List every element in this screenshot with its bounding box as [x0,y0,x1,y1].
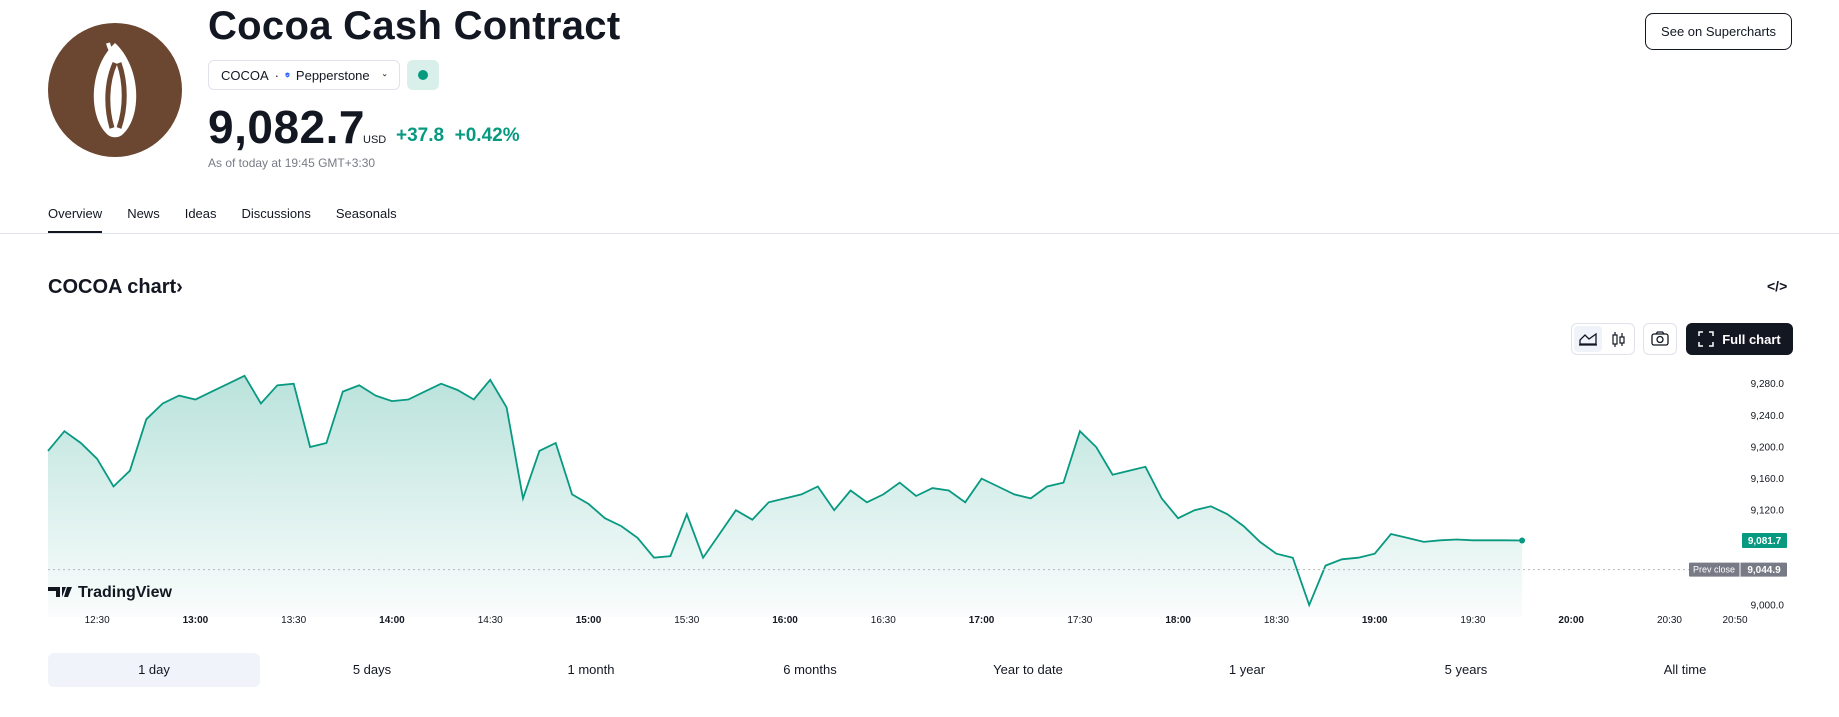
as-of-timestamp: As of today at 19:45 GMT+3:30 [208,156,376,170]
cocoa-logo-icon [48,23,182,157]
tradingview-watermark-text: TradingView [78,584,173,601]
currency-label: USD [363,134,387,146]
prev-close-value-text: 9,044.9 [1747,565,1781,576]
last-price-label-text: 9,081.7 [1748,536,1782,547]
tradingview-logo-icon [48,587,72,597]
full-chart-label: Full chart [1722,331,1781,347]
x-tick-label: 20:50 [1722,615,1747,626]
chart-style-toggle [1571,323,1635,355]
tab-news[interactable]: News [127,206,160,221]
fullscreen-icon [1698,331,1714,347]
last-price-dot [1519,537,1526,544]
embed-code-icon[interactable]: </> [1767,278,1788,294]
x-tick-label: 17:00 [969,615,995,626]
separator: · [274,67,280,83]
area-chart-button[interactable] [1574,326,1602,352]
tradingview-watermark: TradingView [48,584,173,601]
page-title: Cocoa Cash Contract [208,4,621,48]
chevron-down-icon [382,74,387,77]
full-chart-button[interactable]: Full chart [1686,323,1793,355]
shield-icon [285,72,290,78]
last-price-label [1742,533,1787,549]
prev-close-label [1689,562,1787,577]
chart-title-link[interactable]: COCOA chart› [48,276,183,299]
see-on-supercharts-button[interactable]: See on Supercharts [1645,13,1792,50]
area-chart-icon [1579,332,1597,346]
x-tick-label: 16:00 [772,615,798,626]
y-tick-label: 9,280.0 [1751,379,1785,390]
range-year-to-date[interactable]: Year to date [993,662,1063,677]
x-tick-label: 13:30 [281,615,306,626]
y-tick-label: 9,120.0 [1751,506,1785,517]
tab-bar: Overview News Ideas Discussions Seasonal… [48,206,397,233]
market-status-badge[interactable] [407,60,439,90]
prev-close-label-text: Prev close [1693,565,1735,575]
market-open-dot-icon [418,70,428,80]
y-tick-label: 9,000.0 [1751,601,1785,612]
x-tick-label: 14:00 [379,615,405,626]
price-chart[interactable]: 9,280.0 9,240.0 9,200.0 9,160.0 9,120.0 9,000… [0,360,1839,640]
chevron-right-icon: › [176,276,183,298]
chart-title: COCOA chart [48,276,177,298]
time-range-selector: 1 day 5 days 1 month 6 months Year to da… [48,653,1748,687]
change-value: +37.8 [396,125,445,146]
x-tick-label: 15:30 [674,615,699,626]
range-all-time[interactable]: All time [1663,662,1707,677]
x-tick-label: 17:30 [1067,615,1092,626]
symbol-exchange-selector[interactable]: COCOA · Pepperstone [208,60,400,90]
tab-ideas[interactable]: Ideas [184,206,217,221]
range-1-year[interactable]: 1 year [1228,662,1266,677]
change-percent: +0.42% [454,125,520,146]
y-tick-label: 9,240.0 [1751,411,1785,422]
price-line [47,374,1523,608]
x-tick-label: 20:30 [1657,615,1682,626]
x-tick-label: 15:00 [576,615,602,626]
y-tick-label: 9,160.0 [1751,474,1785,485]
tab-discussions[interactable]: Discussions [241,206,311,221]
x-tick-label: 13:00 [183,615,209,626]
candles-chart-button[interactable] [1604,326,1632,352]
x-tick-label: 19:30 [1460,615,1485,626]
symbol-label: COCOA [221,67,269,83]
tab-overview[interactable]: Overview [48,206,103,233]
price-change: +37.8 +0.42% [396,125,520,147]
x-tick-label: 18:00 [1165,615,1191,626]
x-tick-label: 16:30 [871,615,896,626]
price-area-fill [48,375,1523,617]
x-tick-label: 19:00 [1362,615,1388,626]
last-price: 9,082.7 [208,101,365,153]
range-5-years[interactable]: 5 years [1444,662,1488,677]
y-tick-label: 9,200.0 [1751,442,1785,453]
range-1-day[interactable]: 1 day [48,653,260,687]
x-tick-label: 12:30 [85,615,110,626]
candles-icon [1612,332,1625,347]
x-tick-label: 20:00 [1558,615,1584,626]
range-6-months[interactable]: 6 months [783,662,837,677]
x-tick-label: 14:30 [478,615,503,626]
snapshot-button[interactable] [1643,323,1677,355]
range-1-month[interactable]: 1 month [567,662,615,677]
tab-seasonals[interactable]: Seasonals [335,206,397,221]
camera-icon [1651,331,1669,346]
exchange-label: Pepperstone [295,67,370,83]
x-tick-label: 18:30 [1264,615,1289,626]
tabs-divider [0,233,1839,234]
range-5-days[interactable]: 5 days [352,662,392,677]
